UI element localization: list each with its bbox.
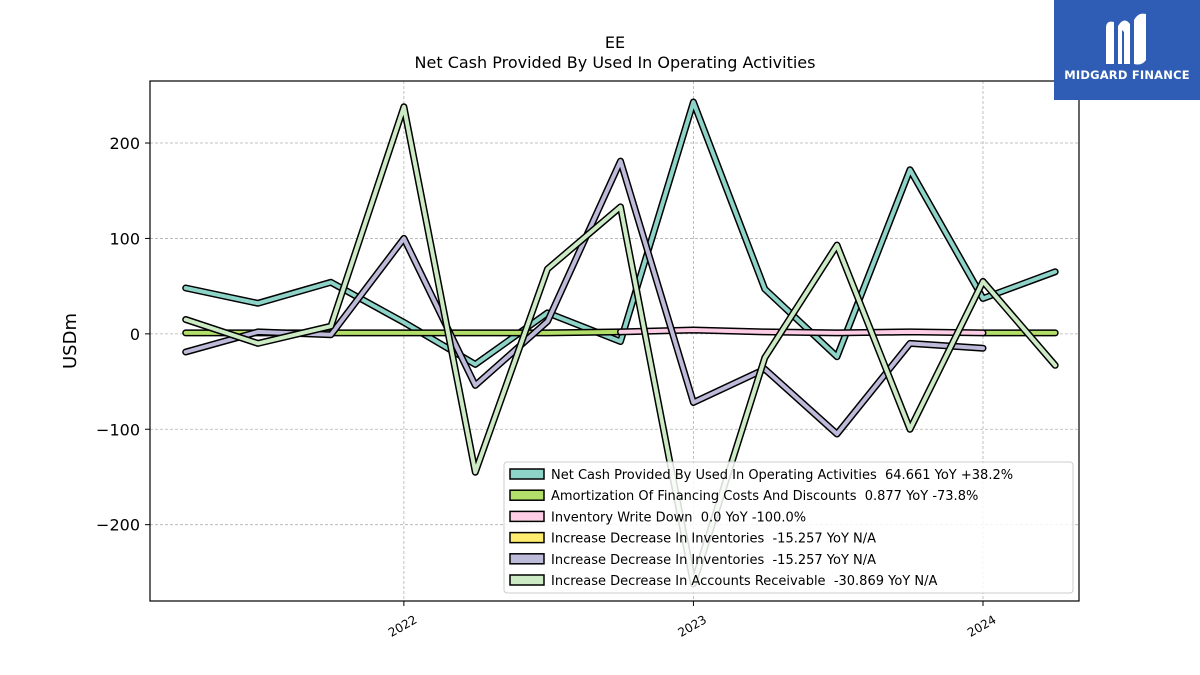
legend-swatch <box>509 489 545 501</box>
series-line-stroke <box>183 100 1058 367</box>
y-tick-label: 200 <box>109 134 140 153</box>
legend-entry: Increase Decrease In Accounts Receivable… <box>509 574 937 589</box>
series-line <box>182 98 1059 368</box>
y-tick-label: 0 <box>130 325 140 344</box>
series-line <box>182 103 1059 588</box>
legend: Net Cash Provided By Used In Operating A… <box>503 461 1074 594</box>
legend-label: Amortization Of Financing Costs And Disc… <box>551 489 978 504</box>
legend-box <box>503 461 1074 594</box>
y-tick-label: −100 <box>96 420 140 439</box>
legend-swatch <box>509 574 545 586</box>
midgard-m-logo-icon <box>1106 13 1146 65</box>
legend-swatch <box>509 531 545 544</box>
legend-label: Increase Decrease In Inventories -15.257… <box>551 532 876 547</box>
series-line-outline <box>182 98 1059 368</box>
legend-label: Increase Decrease In Accounts Receivable… <box>551 574 937 589</box>
series-line-stroke <box>618 328 985 335</box>
legend-swatch <box>509 553 545 565</box>
legend-entry: Increase Decrease In Inventories -15.257… <box>509 531 876 547</box>
x-axis: 2022 2023 2024 <box>386 601 999 640</box>
legend-label: Inventory Write Down 0.0 YoY -100.0% <box>551 510 806 525</box>
legend-swatch <box>509 510 545 523</box>
y-axis: −200 −100 0 100 200 <box>96 134 150 535</box>
chart-subtitle: Net Cash Provided By Used In Operating A… <box>415 53 816 72</box>
y-tick-label: 100 <box>109 229 140 248</box>
y-tick-label: −200 <box>96 516 140 535</box>
midgard-finance-logo: MIDGARD FINANCE <box>1054 0 1200 100</box>
x-tick-label: 2022 <box>386 612 419 639</box>
legend-swatch <box>509 468 545 480</box>
series-line-stroke <box>183 104 1058 586</box>
plot-frame <box>149 80 1080 602</box>
y-axis-label: USDm <box>60 313 81 369</box>
x-tick-label: 2023 <box>675 612 708 639</box>
legend-entry: Increase Decrease In Inventories -15.257… <box>509 553 876 568</box>
series-layer <box>182 98 1059 588</box>
legend-entry: Net Cash Provided By Used In Operating A… <box>509 468 1013 483</box>
legend-label: Increase Decrease In Inventories -15.257… <box>551 553 876 568</box>
legend-entry: Amortization Of Financing Costs And Disc… <box>509 489 978 504</box>
x-tick-label: 2024 <box>965 612 998 639</box>
series-line <box>617 326 987 337</box>
chart-title: EE <box>605 33 625 52</box>
legend-entry: Inventory Write Down 0.0 YoY -100.0% <box>509 510 806 525</box>
legend-label: Net Cash Provided By Used In Operating A… <box>551 468 1013 483</box>
logo-text: MIDGARD FINANCE <box>1064 68 1190 82</box>
grid <box>150 81 1079 601</box>
